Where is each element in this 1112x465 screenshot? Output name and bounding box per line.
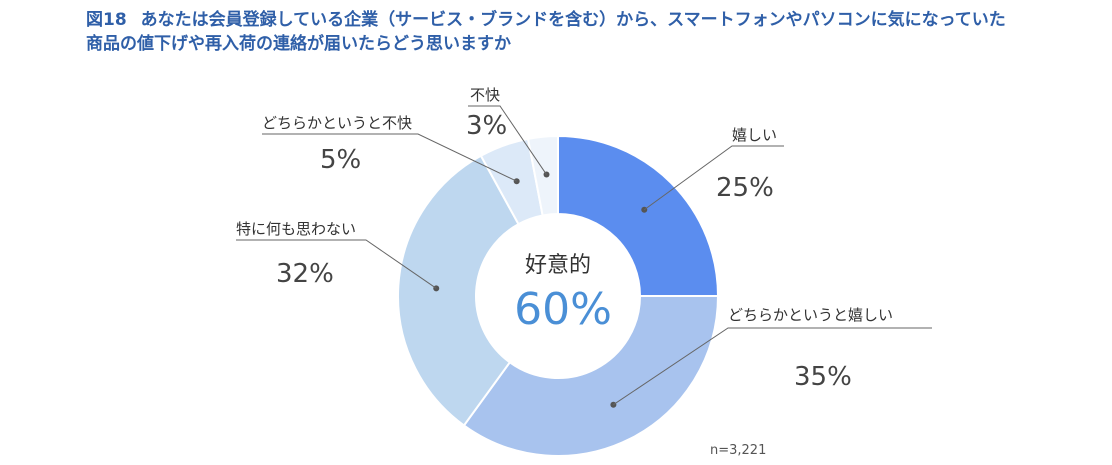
slice-fukai (526, 134, 559, 217)
chart-title-line2: 商品の値下げや再入荷の連絡が届いたらどう思いますか (86, 34, 511, 54)
label-dochiraka-fukai: どちらかというと不快 (262, 114, 412, 132)
slice-ureshii (557, 134, 720, 297)
leader-line-dochiraka-fukai (262, 133, 517, 182)
label-tokuni-nanimo: 特に何も思わない (236, 220, 356, 238)
value-dochiraka-ureshii: 35% (794, 362, 852, 392)
slices-group (397, 134, 720, 457)
title-text-line1: あなたは会員登録している企業（サービス・ブランドを含む）から、スマートフォンやパ… (140, 10, 1006, 30)
leader-line-ureshii (643, 145, 784, 211)
label-fukai: 不快 (470, 86, 500, 104)
value-tokuni-nanimo: 32% (276, 259, 334, 289)
leader-lines-group (236, 105, 932, 408)
value-ureshii: 25% (716, 173, 774, 203)
chart-title-line1: 図18 あなたは会員登録している企業（サービス・ブランドを含む）から、スマートフォ… (86, 8, 1086, 32)
label-ureshii: 嬉しい (732, 126, 777, 144)
chart-title: 図18 あなたは会員登録している企業（サービス・ブランドを含む）から、スマートフォ… (86, 8, 1086, 56)
slice-dochiraka-ureshii (462, 295, 720, 457)
leader-line-dochiraka-ureshii (613, 327, 932, 406)
leader-line-tokuni-nanimo (236, 239, 437, 289)
center-caption: 好意的 (525, 253, 591, 278)
value-fukai: 3% (466, 111, 507, 141)
center-value: 60% (514, 284, 612, 335)
label-dochiraka-ureshii: どちらかというと嬉しい (728, 306, 893, 324)
figure-label: 図18 (86, 10, 127, 30)
sample-size-note: n=3,221 (710, 443, 766, 458)
leader-line-fukai (468, 105, 547, 175)
value-dochiraka-fukai: 5% (320, 145, 361, 175)
slice-tokuni-nanimo (397, 154, 520, 427)
